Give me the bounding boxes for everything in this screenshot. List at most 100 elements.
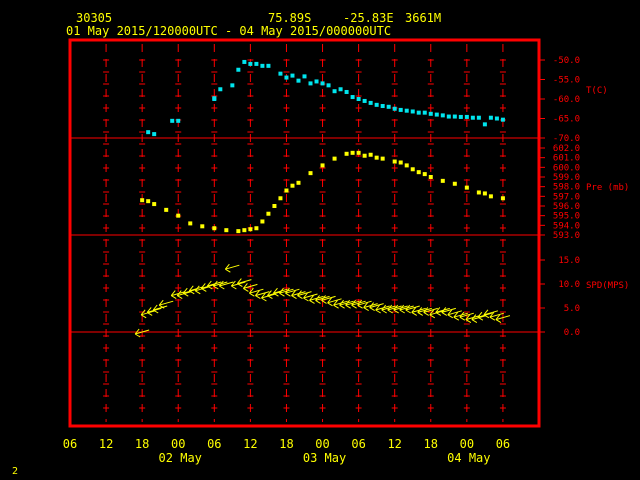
wind-barb-shaft bbox=[483, 310, 499, 316]
pressure-tick-label: 594.0 bbox=[553, 221, 580, 231]
wind-barb-head bbox=[158, 304, 165, 309]
wind-barb bbox=[134, 328, 150, 338]
wind-barb-shaft bbox=[285, 288, 300, 294]
time-tick-label: 06 bbox=[351, 437, 365, 451]
wind-barb-shaft bbox=[489, 312, 505, 318]
pressure-point bbox=[356, 150, 361, 155]
wind-barb bbox=[423, 307, 438, 316]
pressure-point bbox=[272, 204, 277, 208]
pressure-point bbox=[392, 159, 397, 164]
wind-barb-head bbox=[453, 311, 459, 318]
wind-barb-shaft bbox=[225, 264, 240, 270]
temperature-point bbox=[404, 108, 409, 113]
wind-barb-shaft bbox=[135, 329, 150, 335]
pressure-point bbox=[488, 194, 493, 199]
pressure-point bbox=[380, 156, 385, 161]
wind-barb-head bbox=[134, 328, 140, 335]
wind-barb-head bbox=[381, 304, 387, 311]
wind-tick-label: 0.0 bbox=[564, 328, 580, 338]
wind-barb bbox=[483, 309, 499, 319]
pressure-point bbox=[212, 226, 217, 231]
wind-barb-head bbox=[495, 319, 502, 324]
pressure-point bbox=[248, 227, 253, 232]
wind-barb bbox=[255, 290, 270, 300]
wind-barb-head bbox=[351, 299, 357, 306]
wind-barb-head bbox=[218, 280, 224, 287]
time-axis: 06 12 18 00 06 12 18 00 06 12 18 00 06 02 May 03 May 04… bbox=[63, 437, 510, 465]
wind-tick-label: 10.0 bbox=[558, 280, 580, 290]
wind-barb bbox=[321, 295, 336, 304]
temperature-tick-label: -70.0 bbox=[553, 134, 580, 144]
temperature-point bbox=[308, 81, 313, 86]
wind-barb-head bbox=[423, 307, 429, 313]
temperature-point bbox=[464, 114, 469, 119]
time-tick-label: 00 bbox=[171, 437, 185, 451]
wind-barb-head bbox=[249, 292, 255, 297]
wind-barb bbox=[158, 299, 174, 309]
wind-barb-shaft bbox=[369, 303, 384, 309]
temperature-point bbox=[254, 61, 259, 66]
wind-barb-head bbox=[285, 292, 291, 297]
pressure-point bbox=[236, 229, 241, 234]
pressure-tick-label: 598.0 bbox=[553, 183, 580, 193]
wind-barb-head bbox=[303, 292, 308, 299]
wind-barb-head bbox=[182, 292, 189, 297]
wind-barb-head bbox=[483, 309, 489, 316]
pressure-point bbox=[296, 180, 301, 185]
wind-barb-shaft bbox=[447, 310, 462, 316]
wind-barb-head bbox=[273, 292, 279, 297]
temperature-point bbox=[452, 114, 457, 119]
time-tick-label: 12 bbox=[243, 437, 257, 451]
wind-barb-head bbox=[249, 287, 254, 294]
pressure-tick-label: 600.0 bbox=[553, 163, 580, 173]
wind-barb-head bbox=[255, 295, 261, 300]
temperature-tick-label: -60.0 bbox=[553, 95, 580, 105]
wind-barb-head bbox=[152, 309, 159, 314]
wind-barb-head bbox=[315, 295, 320, 301]
wind-barb-head bbox=[303, 297, 309, 302]
wind-barb-head bbox=[279, 292, 285, 297]
time-tick-label: 12 bbox=[387, 437, 401, 451]
speed-axis-label: SPD(MPS) bbox=[586, 281, 629, 291]
pressure-point bbox=[200, 224, 205, 229]
temperature-point bbox=[482, 122, 487, 127]
wind-barb bbox=[459, 311, 474, 321]
wind-barb bbox=[357, 299, 372, 309]
temperature-point bbox=[416, 110, 421, 115]
pressure-tick-label: 602.0 bbox=[553, 144, 580, 154]
temperature-point bbox=[146, 130, 151, 135]
time-tick-label: 18 bbox=[279, 437, 293, 451]
temperature-point bbox=[374, 102, 379, 107]
wind-barb-head bbox=[285, 287, 290, 294]
wind-barb bbox=[297, 290, 312, 300]
pressure-point bbox=[452, 181, 457, 186]
wind-tick-label: 15.0 bbox=[558, 256, 580, 266]
pressure-point bbox=[278, 196, 283, 201]
wind-barb-head bbox=[345, 299, 350, 306]
wind-barb-shaft bbox=[249, 288, 264, 294]
temperature-point bbox=[236, 67, 241, 72]
pressure-point bbox=[254, 226, 259, 231]
time-gridlines bbox=[103, 44, 506, 422]
wind-barb-head bbox=[441, 311, 448, 316]
temperature-point bbox=[446, 114, 451, 119]
temperature-point bbox=[410, 109, 415, 114]
time-tick-label: 06 bbox=[496, 437, 510, 451]
wind-barb-head bbox=[369, 302, 375, 308]
wind-barb-head bbox=[387, 309, 393, 314]
plot-frame bbox=[68, 38, 541, 428]
wind-barb-head bbox=[224, 263, 230, 270]
temperature-point bbox=[332, 89, 337, 94]
pressure-point bbox=[428, 175, 433, 179]
wind-barb-shaft bbox=[495, 315, 511, 321]
panel-axis-labels: T(C) Pre (mb) SPD(MPS) bbox=[586, 86, 629, 291]
wind-barb-shaft bbox=[327, 298, 342, 304]
temperature-point bbox=[278, 71, 283, 76]
pressure-point bbox=[266, 211, 271, 216]
temperature-point bbox=[470, 115, 475, 120]
pressure-point bbox=[404, 163, 409, 168]
wind-barb-head bbox=[158, 299, 164, 306]
pressure-point bbox=[476, 190, 481, 195]
wind-barb-shaft bbox=[321, 295, 336, 301]
wind-barb bbox=[152, 304, 168, 314]
